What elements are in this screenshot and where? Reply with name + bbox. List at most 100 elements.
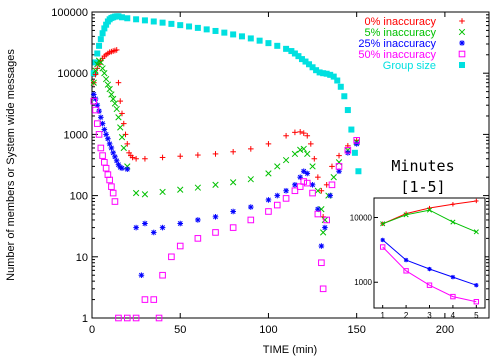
data-point [150,229,157,236]
inset-data-point [450,293,456,300]
data-point [212,151,219,157]
data-point [106,176,113,184]
data-point [104,81,112,88]
data-point [321,216,329,224]
data-point [168,253,175,261]
data-point [329,163,335,170]
inset-data-point [450,219,456,225]
data-point [319,285,327,293]
inset-frame [373,197,486,309]
data-point [265,197,272,203]
series-25-inaccuracy [90,91,360,279]
data-point [296,183,304,190]
x-tick-label: 50 [174,324,186,336]
data-point [115,114,122,121]
data-point [230,208,236,215]
data-point [92,71,99,78]
data-point [344,107,351,114]
data-point [106,85,113,93]
data-point [118,134,126,141]
data-point [322,224,328,231]
data-point [248,146,254,152]
data-point [315,174,321,180]
data-point [159,19,166,26]
inset-data-point [379,244,386,250]
data-point [141,296,149,303]
legend-label: 5% inaccuracy [364,27,436,39]
x-tick-label: 200 [436,324,454,336]
data-point [297,174,304,180]
data-point [265,208,272,215]
data-point [335,159,343,166]
data-point [283,45,290,52]
data-point [304,132,311,139]
data-point [93,120,101,127]
data-point [300,145,307,153]
data-point [311,155,318,162]
inset-y-tick-label: 1000 [354,278,372,287]
legend-label: 50% inaccuracy [358,49,436,61]
data-point [92,96,99,102]
data-point [247,176,254,183]
data-point [118,14,125,21]
data-point [94,50,101,57]
data-point [300,178,308,185]
data-point [101,159,108,166]
y-tick-label: 1 [82,313,88,325]
data-point [212,181,219,188]
data-point [351,149,358,156]
series-group-size [90,13,362,175]
inset-x-tick-label: 2 [404,311,409,320]
data-point [119,110,125,117]
data-point [274,42,281,49]
data-point [221,29,228,36]
data-point [212,229,219,236]
data-point [314,210,322,218]
data-point [318,243,325,249]
legend-marker [459,62,465,68]
data-point [283,187,289,194]
data-point [92,106,99,114]
data-point [117,124,124,131]
data-point [99,120,106,127]
data-point [159,188,166,196]
legend-label: Group size [383,60,436,72]
inset-x-tick-label: 3 [427,311,432,320]
data-point [96,42,103,49]
inset-data-point [474,198,479,204]
data-point [102,164,110,172]
x-tick-label: 0 [89,324,95,336]
data-point [248,204,254,210]
data-point [124,166,131,173]
data-point [353,141,360,147]
data-point [230,148,236,155]
data-point [238,33,245,40]
data-point [115,314,122,322]
data-point [95,131,103,138]
data-point [291,187,299,195]
data-point [186,23,193,30]
data-point [120,144,127,152]
y-tick-label: 100000 [51,7,88,19]
data-point [274,163,281,170]
data-point [353,137,360,144]
data-point [99,152,106,159]
data-point [300,130,307,136]
data-point [90,97,98,105]
data-point [109,189,117,197]
inset-chart: Minutes [1-5] 1 2 3 4 5 1000 10000 [350,157,486,320]
data-point [103,131,109,138]
data-point [194,184,202,191]
data-point [159,271,166,279]
data-point [323,182,330,188]
data-point [108,91,115,98]
data-point [124,141,131,147]
data-point [90,79,97,86]
data-point [120,120,127,127]
x-tick-label: 100 [259,324,277,336]
data-point [274,192,281,199]
data-point [138,272,145,279]
x-axis-title: TIME (min) [263,344,317,356]
data-point [304,170,311,177]
